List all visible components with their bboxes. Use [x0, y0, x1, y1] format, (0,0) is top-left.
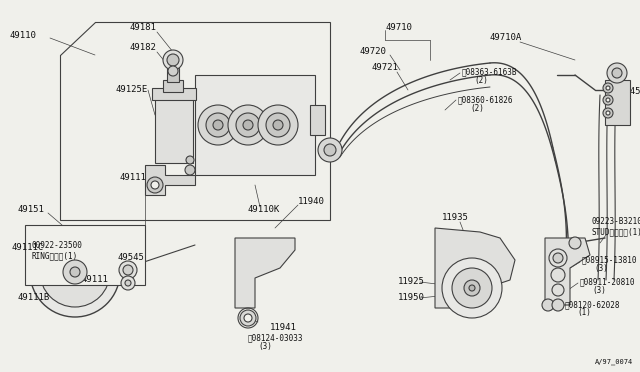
- Bar: [152, 88, 196, 100]
- Circle shape: [603, 95, 613, 105]
- Text: Ⓜ08363-6163B: Ⓜ08363-6163B: [462, 67, 518, 77]
- Text: 00922-23500: 00922-23500: [32, 241, 83, 250]
- Circle shape: [552, 284, 564, 296]
- Circle shape: [40, 237, 110, 307]
- Text: 49710A: 49710A: [490, 33, 522, 42]
- Circle shape: [603, 83, 613, 93]
- Text: A/97‗0074: A/97‗0074: [595, 358, 633, 365]
- Bar: [195, 75, 315, 175]
- Text: 49110K: 49110K: [248, 205, 280, 215]
- Bar: [605, 80, 630, 125]
- Bar: [163, 80, 183, 92]
- Circle shape: [30, 227, 120, 317]
- Circle shape: [125, 280, 131, 286]
- Circle shape: [240, 310, 256, 326]
- Text: (3): (3): [594, 263, 608, 273]
- Text: 49710: 49710: [385, 23, 412, 32]
- Circle shape: [168, 66, 178, 76]
- Text: (2): (2): [474, 76, 488, 84]
- Circle shape: [213, 120, 223, 130]
- Circle shape: [266, 113, 290, 137]
- Text: 11925: 11925: [398, 278, 425, 286]
- Circle shape: [606, 86, 610, 90]
- Circle shape: [151, 181, 159, 189]
- Polygon shape: [235, 238, 295, 308]
- Circle shape: [553, 253, 563, 263]
- Circle shape: [123, 265, 133, 275]
- Text: 09223-B3210: 09223-B3210: [592, 218, 640, 227]
- Text: 49110: 49110: [10, 31, 37, 39]
- Text: (3): (3): [258, 341, 272, 350]
- Circle shape: [236, 113, 260, 137]
- Circle shape: [551, 268, 565, 282]
- Text: ⒲08124-03033: ⒲08124-03033: [248, 334, 303, 343]
- Polygon shape: [545, 238, 590, 305]
- Circle shape: [244, 314, 252, 322]
- Circle shape: [603, 108, 613, 118]
- Circle shape: [552, 299, 564, 311]
- Bar: [310, 105, 325, 135]
- Text: 11940: 11940: [298, 198, 325, 206]
- Circle shape: [147, 177, 163, 193]
- Polygon shape: [60, 22, 330, 220]
- Text: (2): (2): [470, 103, 484, 112]
- Circle shape: [121, 276, 135, 290]
- Text: 11935: 11935: [442, 214, 469, 222]
- Text: 49458: 49458: [620, 87, 640, 96]
- Circle shape: [186, 156, 194, 164]
- Text: 49181: 49181: [130, 23, 157, 32]
- Text: Ⓜ08360-61826: Ⓜ08360-61826: [458, 96, 513, 105]
- Text: RINGリング(1): RINGリング(1): [32, 251, 78, 260]
- Text: Ⓛ08911-20810: Ⓛ08911-20810: [580, 278, 636, 286]
- Circle shape: [185, 165, 195, 175]
- Circle shape: [318, 138, 342, 162]
- Text: 49125E: 49125E: [115, 86, 147, 94]
- Circle shape: [198, 105, 238, 145]
- Text: (3): (3): [592, 285, 606, 295]
- Circle shape: [206, 113, 230, 137]
- Circle shape: [70, 267, 80, 277]
- Text: ⒲08120-62028: ⒲08120-62028: [565, 301, 621, 310]
- Circle shape: [464, 280, 480, 296]
- Circle shape: [549, 249, 567, 267]
- Circle shape: [606, 98, 610, 102]
- Circle shape: [228, 105, 268, 145]
- Circle shape: [243, 120, 253, 130]
- Text: 49151: 49151: [18, 205, 45, 215]
- Polygon shape: [435, 228, 515, 308]
- Circle shape: [119, 261, 137, 279]
- Circle shape: [273, 120, 283, 130]
- Circle shape: [167, 54, 179, 66]
- Text: 11941: 11941: [270, 324, 297, 333]
- Text: 49111E: 49111E: [120, 173, 152, 183]
- Circle shape: [607, 63, 627, 83]
- Polygon shape: [145, 165, 195, 195]
- Bar: [25, 225, 145, 285]
- Text: 11950: 11950: [398, 294, 425, 302]
- Text: 49111B: 49111B: [18, 294, 51, 302]
- Text: 49721: 49721: [372, 64, 399, 73]
- Text: 49545: 49545: [118, 253, 145, 263]
- Circle shape: [469, 285, 475, 291]
- Circle shape: [258, 105, 298, 145]
- Text: 49720: 49720: [360, 48, 387, 57]
- Circle shape: [63, 260, 87, 284]
- Circle shape: [542, 299, 554, 311]
- Text: STUDスタッド(1): STUDスタッド(1): [592, 228, 640, 237]
- Circle shape: [606, 111, 610, 115]
- Circle shape: [612, 68, 622, 78]
- Text: 49182: 49182: [130, 44, 157, 52]
- Circle shape: [452, 268, 492, 308]
- Text: (1): (1): [577, 308, 591, 317]
- Circle shape: [569, 237, 581, 249]
- Bar: [155, 95, 193, 163]
- Circle shape: [324, 144, 336, 156]
- Text: Ⓜ08915-13810: Ⓜ08915-13810: [582, 256, 637, 264]
- Text: 49111C: 49111C: [12, 244, 44, 253]
- Circle shape: [442, 258, 502, 318]
- Circle shape: [163, 50, 183, 70]
- Bar: [167, 68, 179, 82]
- Text: 49111: 49111: [82, 276, 109, 285]
